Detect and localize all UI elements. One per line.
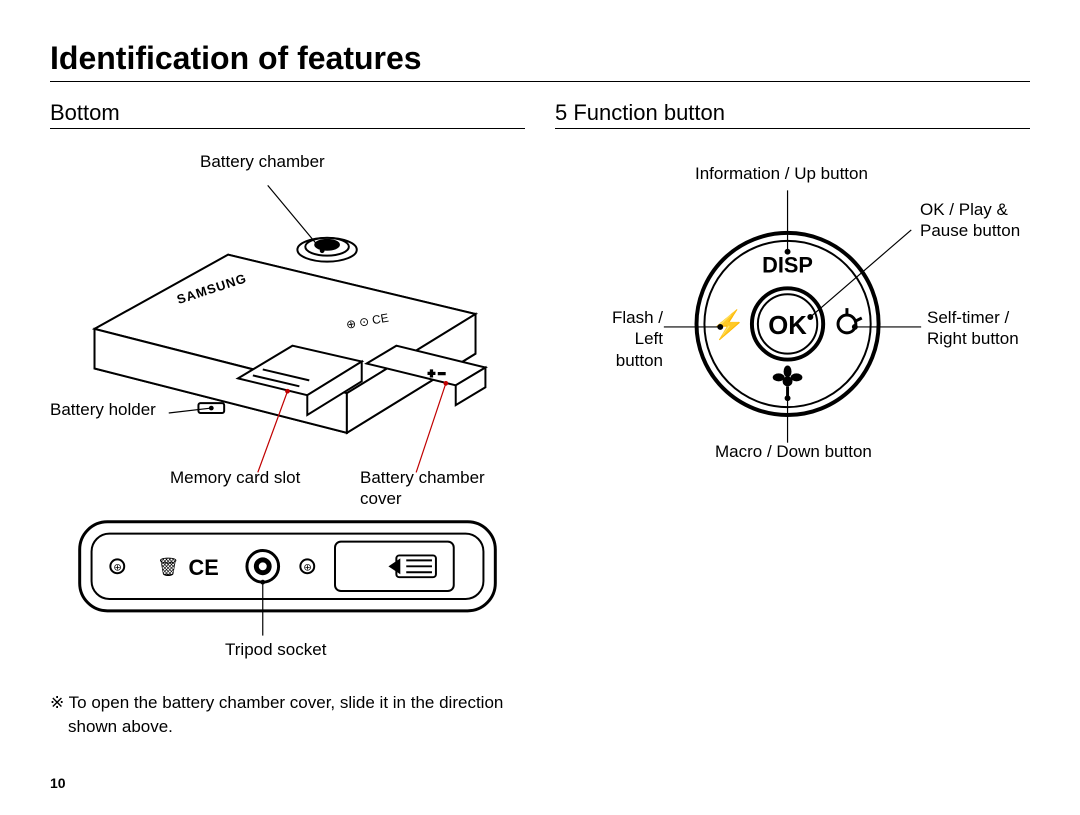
right-column: 5 Function button OK DISP ⚡: [555, 100, 1030, 739]
label-flash-left: Flash / Left button: [583, 307, 663, 371]
function-button-diagram: OK DISP ⚡: [555, 149, 1030, 489]
ok-center-text: OK: [768, 312, 807, 340]
label-info-up: Information / Up button: [695, 163, 868, 184]
label-battery-chamber-cover: Battery chamber cover: [360, 467, 525, 510]
svg-text:⊕: ⊕: [113, 562, 121, 573]
svg-text:⊕: ⊕: [303, 562, 311, 573]
camera-bottom-flat-diagram: ⊕ ⊕ 🗑︎ CE: [50, 511, 525, 681]
page-title: Identification of features: [50, 40, 1030, 82]
label-battery-holder: Battery holder: [50, 399, 156, 420]
camera-iso-illustration: + − ⊕ ⊙ CE SAMSUNG: [50, 149, 525, 489]
svg-text:+ −: + −: [428, 366, 445, 380]
label-memory-card-slot: Memory card slot: [170, 467, 300, 488]
label-ok-play-pause: OK / Play & Pause button: [920, 199, 1050, 242]
svg-text:⚡: ⚡: [711, 308, 745, 341]
page-number: 10: [50, 775, 66, 791]
label-self-timer-right: Self-timer / Right button: [927, 307, 1047, 350]
label-tripod-socket: Tripod socket: [225, 639, 326, 660]
label-macro-down: Macro / Down button: [715, 441, 872, 462]
bottom-heading: Bottom: [50, 100, 525, 129]
camera-bottom-diagram: + − ⊕ ⊙ CE SAMSUNG: [50, 149, 525, 489]
battery-cover-note: ※ To open the battery chamber cover, sli…: [50, 691, 525, 739]
label-battery-chamber: Battery chamber: [200, 151, 325, 172]
function-button-heading: 5 Function button: [555, 100, 1030, 129]
left-column: Bottom: [50, 100, 525, 739]
disp-text: DISP: [762, 252, 813, 277]
svg-text:🗑︎: 🗑︎: [157, 557, 180, 577]
svg-text:CE: CE: [189, 555, 219, 580]
